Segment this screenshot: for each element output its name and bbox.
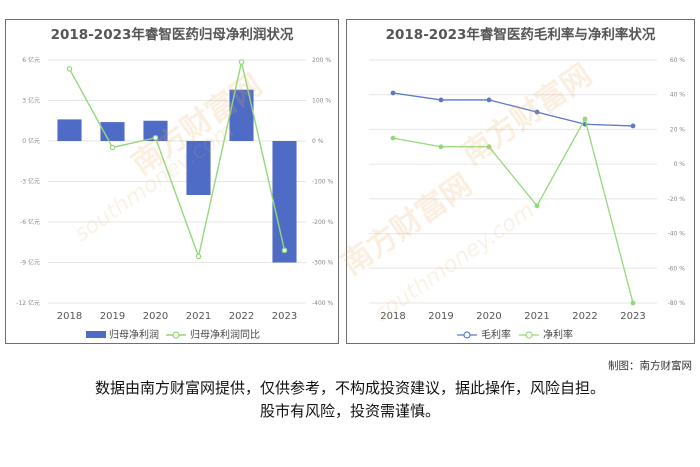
x-tick-label: 2018 [380, 311, 405, 322]
legend-swatch-marker [463, 331, 471, 339]
legend-swatch-marker [525, 331, 533, 339]
series-point-2022 [582, 116, 588, 122]
y-left-tick-label: -6 亿元 [20, 218, 40, 226]
y-right-tick-label: -400 % [312, 300, 334, 307]
series-line-1 [392, 117, 634, 304]
profit-chart-title: 2018-2023年睿智医药归母净利润状况 [50, 27, 294, 43]
series-point-2020 [486, 144, 492, 150]
y-left-tick-label: -12 亿元 [16, 299, 40, 307]
x-tick-label: 2022 [229, 311, 254, 322]
series-point-2019 [438, 97, 444, 103]
disclaimer-line-2: 股市有风险，投资需谨慎。 [259, 402, 440, 420]
y-right-tick-label: 100 % [312, 98, 331, 105]
growth-point-2023 [281, 247, 288, 254]
x-tick-label: 2022 [572, 311, 597, 322]
series-point-2021 [534, 203, 540, 209]
series-point-2018 [390, 135, 396, 141]
series-point-2023 [630, 300, 636, 306]
y-right-tick-label: -40 % [668, 231, 686, 238]
profit-chart-panel: 2018-2023年睿智医药归母净利润状况 6 亿元 3 亿元 0 亿元 -3 亿元 -… [5, 19, 339, 344]
bar-2023 [272, 141, 297, 263]
series-point-2023 [630, 123, 636, 129]
y-left-tick-label: -3 亿元 [20, 178, 40, 186]
margin-chart-panel: 2018-2023年睿智医药毛利率与净利率状况 60 % 40 % 20 % 0 % -… [346, 19, 695, 344]
y-right-tick-label: -20 % [668, 196, 686, 203]
profit-chart: 6 亿元 3 亿元 0 亿元 -3 亿元 -6 亿元 -9 亿元 -12 亿元 200 % 10… [16, 56, 334, 341]
bar-2021 [186, 141, 211, 195]
y-right-tick-label: 40 % [670, 92, 686, 99]
chart-credit: 制图：南方财富网 [608, 360, 692, 372]
y-right-tick-label: -80 % [668, 300, 686, 307]
x-tick-label: 2021 [186, 311, 211, 322]
legend-label: 毛利率 [481, 328, 511, 341]
y-right-tick-label: 60 % [670, 57, 686, 64]
series-point-2018 [390, 90, 396, 96]
growth-point-2018 [66, 66, 73, 72]
margin-chart-title: 2018-2023年睿智医药毛利率与净利率状况 [385, 27, 656, 43]
y-left-tick-label: 0 亿元 [22, 137, 40, 145]
bar-2018 [57, 119, 82, 141]
x-tick-label: 2021 [524, 311, 549, 322]
legend-label: 归母净利润同比 [190, 328, 260, 341]
series-point-2021 [534, 109, 540, 115]
legend-swatch-bar [86, 331, 106, 338]
series-point-2019 [438, 144, 444, 150]
x-tick-label: 2023 [272, 311, 297, 322]
y-right-tick-label: -100 % [312, 179, 334, 186]
growth-point-2020 [152, 134, 159, 141]
x-tick-label: 2018 [57, 311, 82, 322]
growth-point-2021 [195, 253, 202, 260]
y-right-tick-label: 200 % [312, 57, 331, 64]
y-right-tick-label: 0 % [312, 138, 324, 145]
y-right-tick-label: -200 % [312, 219, 334, 226]
margin-chart: 60 % 40 % 20 % 0 % -20 % -40 % -60 % -80 % 2018 2… [369, 57, 686, 341]
y-left-tick-label: 6 亿元 [22, 56, 40, 64]
legend-label: 净利率 [543, 328, 573, 341]
y-left-tick-label: 3 亿元 [22, 97, 40, 105]
y-right-tick-label: -300 % [312, 260, 334, 267]
x-tick-label: 2019 [100, 311, 125, 322]
x-tick-label: 2019 [428, 311, 453, 322]
y-right-tick-label: 0 % [674, 161, 686, 168]
x-tick-label: 2023 [620, 311, 645, 322]
disclaimer-line-1: 数据由南方财富网提供，仅供参考，不构成投资建议，据此操作，风险自担。 [94, 379, 605, 397]
legend-swatch-marker [172, 331, 180, 339]
growth-point-2022 [238, 59, 245, 65]
series-line-0 [392, 92, 634, 127]
y-right-tick-label: 20 % [670, 126, 686, 133]
legend-label: 归母净利润 [109, 328, 159, 341]
growth-line [68, 61, 286, 259]
y-right-tick-label: -60 % [668, 265, 686, 272]
y-left-tick-label: -9 亿元 [20, 259, 40, 267]
x-tick-label: 2020 [476, 311, 501, 322]
growth-point-2019 [109, 144, 116, 151]
x-tick-label: 2020 [143, 311, 168, 322]
bar-2020 [143, 120, 168, 141]
series-point-2020 [486, 97, 492, 103]
